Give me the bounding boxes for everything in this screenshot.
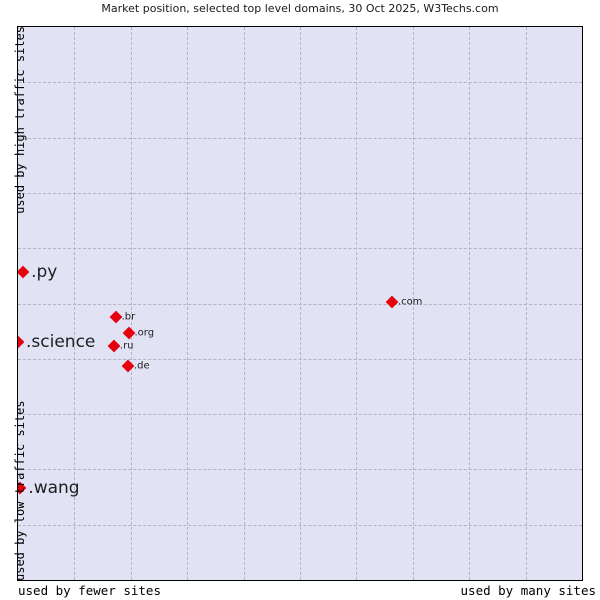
gridline-horizontal xyxy=(18,414,582,415)
gridline-horizontal xyxy=(18,248,582,249)
gridline-vertical xyxy=(356,27,357,580)
diamond-marker-icon xyxy=(122,326,135,340)
gridline-horizontal xyxy=(18,359,582,360)
gridline-vertical xyxy=(74,27,75,580)
gridline-horizontal xyxy=(18,138,582,139)
y-axis-label-low-traffic-text: used by low traffic sites xyxy=(13,400,27,581)
y-axis-label-low-traffic: used by low traffic sites xyxy=(1,400,27,597)
plot-area: .py .science .wang .br .org .ru .de .com xyxy=(17,26,583,581)
data-point-label: .com xyxy=(397,296,423,308)
gridline-vertical xyxy=(187,27,188,580)
gridline-horizontal xyxy=(18,82,582,83)
gridline-vertical xyxy=(413,27,414,580)
diamond-marker-icon xyxy=(18,335,25,349)
gridline-vertical xyxy=(131,27,132,580)
gridline-horizontal xyxy=(18,304,582,305)
gridline-vertical xyxy=(244,27,245,580)
x-axis-label-fewer-sites: used by fewer sites xyxy=(18,583,161,598)
x-axis-label-many-sites: used by many sites xyxy=(460,583,596,598)
gridline-horizontal xyxy=(18,525,582,526)
gridline-horizontal xyxy=(18,469,582,470)
y-axis-label-high-traffic: used by high traffic sites xyxy=(1,26,27,214)
data-point-label: .org xyxy=(134,327,155,339)
diamond-marker-icon xyxy=(121,359,135,373)
data-point-label: .py xyxy=(31,262,58,282)
y-axis-label-high-traffic-text: used by high traffic sites xyxy=(13,26,27,214)
diamond-marker-icon xyxy=(18,265,30,279)
data-point-label: .ru xyxy=(119,340,134,352)
gridline-vertical xyxy=(469,27,470,580)
diamond-marker-icon xyxy=(385,295,399,309)
chart-title: Market position, selected top level doma… xyxy=(101,2,499,15)
data-point-label: .science xyxy=(26,331,96,352)
gridline-horizontal xyxy=(18,193,582,194)
diamond-marker-icon xyxy=(109,310,122,324)
data-point-label: .br xyxy=(121,311,136,323)
data-point-label: .wang xyxy=(28,477,80,498)
gridline-vertical xyxy=(526,27,527,580)
diamond-marker-icon xyxy=(107,339,121,353)
gridline-vertical xyxy=(300,27,301,580)
data-point-label: .de xyxy=(134,360,150,372)
